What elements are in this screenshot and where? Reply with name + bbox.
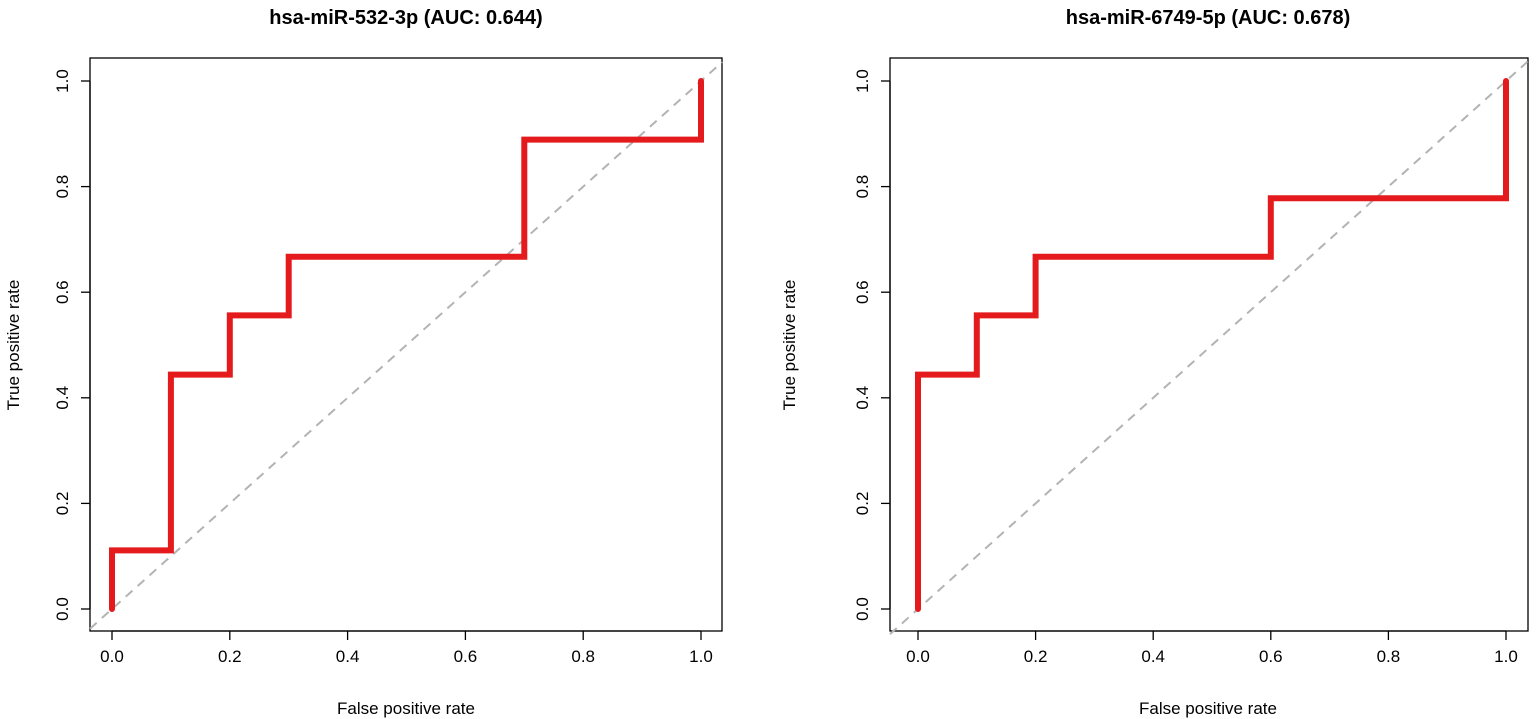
x-tick-label: 0.6 — [454, 647, 478, 666]
x-tick-label: 0.8 — [1377, 647, 1401, 666]
y-tick-label: 1.0 — [53, 69, 72, 93]
plot-frame — [89, 57, 723, 632]
roc-panel-mir-532: hsa-miR-532-3p (AUC: 0.644) False positi… — [4, 7, 723, 718]
x-tick-label: 1.0 — [689, 647, 713, 666]
x-tick-label: 0.6 — [1259, 647, 1283, 666]
reference-diagonal-line — [889, 60, 1529, 635]
roc-panel-mir-6749: hsa-miR-6749-5p (AUC: 0.678) False posit… — [780, 7, 1529, 718]
chart-title: hsa-miR-532-3p (AUC: 0.644) — [269, 7, 542, 29]
y-tick-label: 0.8 — [853, 175, 872, 199]
y-axis-label: True positive rate — [780, 280, 799, 411]
y-tick-label: 0.0 — [53, 597, 72, 621]
roc-curve-line — [915, 78, 1509, 612]
x-tick-label: 0.0 — [100, 647, 124, 666]
plot-frame — [889, 57, 1529, 632]
roc-curve-line — [109, 78, 704, 612]
y-tick-label: 0.0 — [853, 597, 872, 621]
y-tick-label: 0.4 — [53, 386, 72, 410]
y-tick-label: 1.0 — [853, 69, 872, 93]
x-axis-label: False positive rate — [337, 699, 475, 718]
x-tick-label: 0.2 — [218, 647, 242, 666]
y-tick-label: 0.6 — [53, 280, 72, 304]
chart-title: hsa-miR-6749-5p (AUC: 0.678) — [1066, 7, 1351, 29]
x-tick-label: 0.0 — [906, 647, 930, 666]
x-axis-label: False positive rate — [1139, 699, 1277, 718]
y-tick-label: 0.8 — [53, 175, 72, 199]
x-tick-label: 0.2 — [1024, 647, 1048, 666]
reference-diagonal-line — [89, 61, 723, 630]
x-tick-label: 0.8 — [571, 647, 595, 666]
y-tick-label: 0.2 — [853, 492, 872, 516]
plot-area: 0.0 0.2 0.4 0.6 0.8 1.0 0.0 0.2 0.4 0.6 0.8 1.0 — [853, 57, 1529, 666]
x-tick-label: 0.4 — [336, 647, 360, 666]
y-axis-label: True positive rate — [4, 280, 23, 411]
y-tick-label: 0.4 — [853, 386, 872, 410]
x-tick-label: 1.0 — [1494, 647, 1518, 666]
y-tick-label: 0.2 — [53, 492, 72, 516]
y-tick-label: 0.6 — [853, 280, 872, 304]
plot-area: 0.0 0.2 0.4 0.6 0.8 1.0 0.0 0.2 0.4 0.6 0.8 1.0 — [53, 57, 723, 666]
x-tick-label: 0.4 — [1141, 647, 1165, 666]
